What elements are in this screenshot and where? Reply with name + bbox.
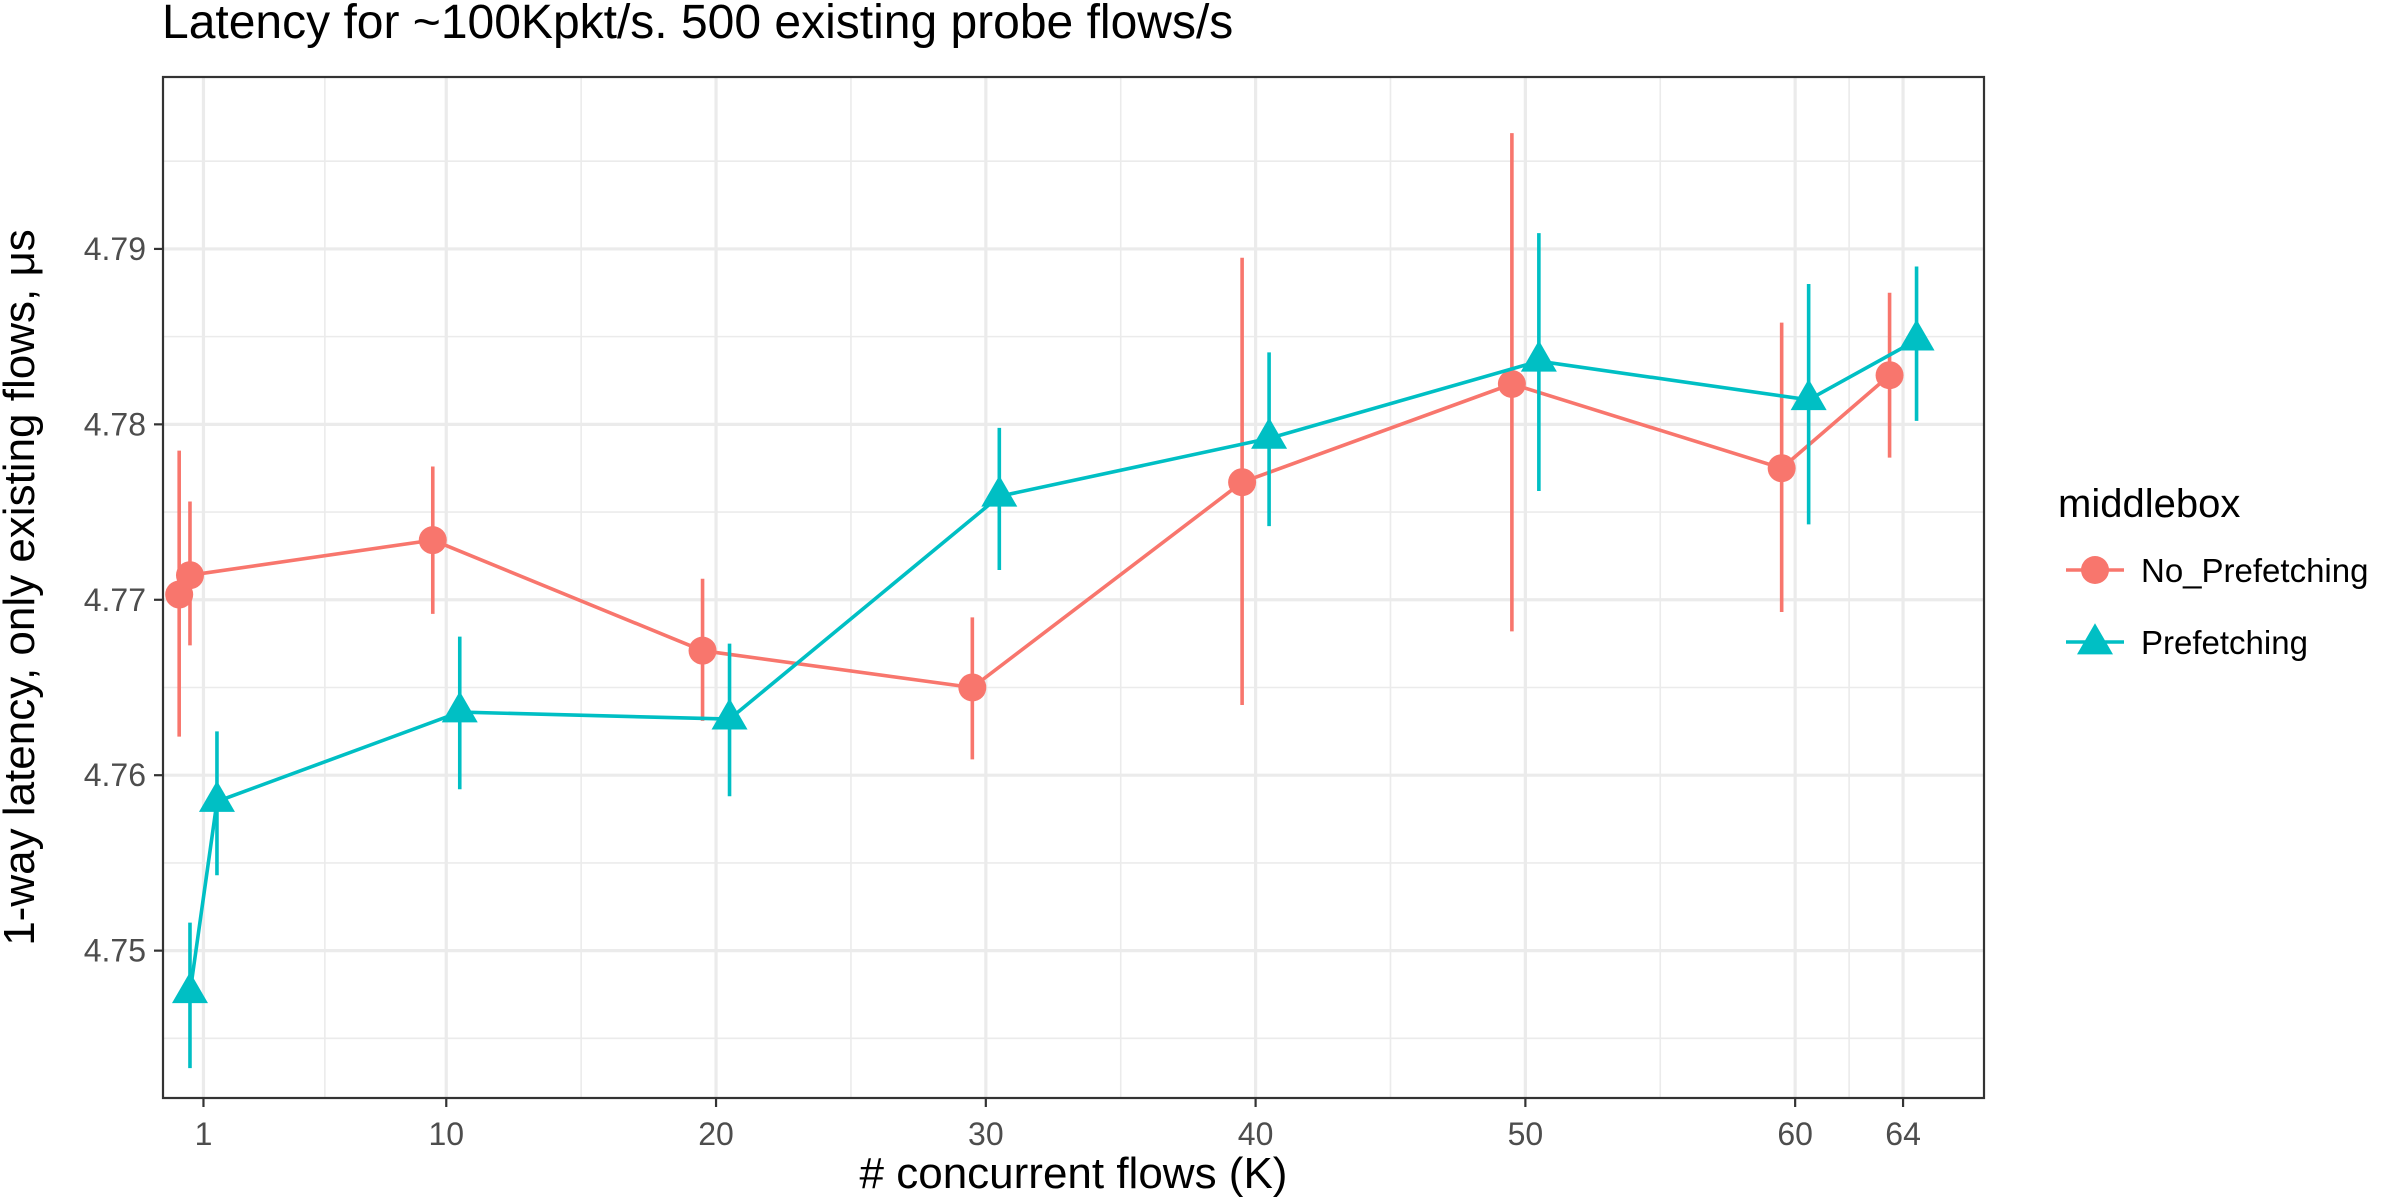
data-point-circle <box>418 526 447 555</box>
x-tick-label: 1 <box>195 1116 213 1152</box>
plot-border <box>161 75 1986 1100</box>
series-layer <box>165 133 1935 1069</box>
legend-key-circle <box>2081 556 2109 584</box>
data-point-triangle <box>198 780 235 812</box>
x-tick-label: 30 <box>968 1116 1004 1152</box>
major-gridlines <box>163 77 1984 1098</box>
plot-background <box>163 77 1984 1098</box>
x-tick-label: 64 <box>1885 1116 1921 1152</box>
data-point-circle <box>1228 468 1257 497</box>
data-point-triangle <box>171 971 208 1004</box>
legend-title: middlebox <box>2058 482 2240 526</box>
x-tick-label: 20 <box>698 1116 734 1152</box>
chart-title: Latency for ~100Kpkt/s. 500 existing pro… <box>162 0 1233 49</box>
data-point-triangle <box>1520 340 1557 372</box>
data-point-triangle <box>711 698 748 730</box>
legend-item: Prefetching <box>2066 623 2308 661</box>
y-tick-label: 4.77 <box>84 582 146 618</box>
series-no-prefetching <box>165 133 1904 760</box>
x-tick-label: 50 <box>1508 1116 1544 1152</box>
legend: middlebox No_Prefetching Prefetching <box>2058 482 2368 661</box>
x-tick-label: 60 <box>1777 1116 1813 1152</box>
data-point-triangle <box>981 475 1018 507</box>
data-point-circle <box>688 636 717 665</box>
series-prefetching <box>171 233 1935 1069</box>
y-tick-label: 4.76 <box>84 757 146 793</box>
data-point-triangle <box>1790 378 1827 411</box>
plot-area <box>161 75 1986 1100</box>
legend-label: No_Prefetching <box>2141 552 2368 589</box>
y-tick-label: 4.75 <box>84 933 146 969</box>
data-point-triangle <box>1898 319 1935 351</box>
legend-label: Prefetching <box>2141 624 2308 661</box>
legend-items: No_Prefetching Prefetching <box>2066 552 2368 661</box>
data-point-circle <box>958 673 987 702</box>
minor-gridlines <box>163 77 1984 1098</box>
y-axis-title: 1-way latency, only existing flows, μs <box>0 229 44 946</box>
x-axis: 1 10 20 30 40 50 60 64 <box>195 1098 1921 1152</box>
x-tick-label: 10 <box>428 1116 464 1152</box>
legend-key-triangle <box>2077 623 2113 655</box>
x-axis-title: # concurrent flows (K) <box>860 1149 1288 1198</box>
data-point-circle <box>1497 370 1526 399</box>
y-axis: 4.75 4.76 4.77 4.78 4.79 <box>84 231 163 969</box>
data-point-circle <box>1767 454 1796 483</box>
data-point-triangle <box>1251 417 1288 449</box>
x-tick-label: 40 <box>1238 1116 1274 1152</box>
y-tick-label: 4.78 <box>84 406 146 442</box>
data-point-triangle <box>441 691 478 723</box>
data-point-circle <box>175 561 204 590</box>
y-tick-label: 4.79 <box>84 231 146 267</box>
legend-item: No_Prefetching <box>2066 552 2368 589</box>
data-point-circle <box>1875 361 1904 390</box>
